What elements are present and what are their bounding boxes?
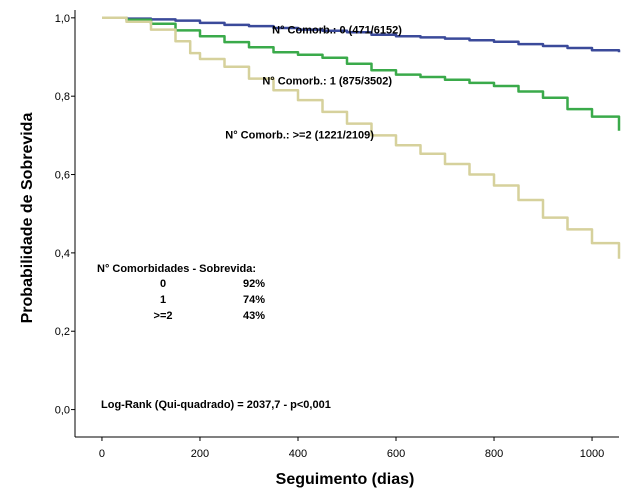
y-axis-title: Probabilidade de Sobrevida — [19, 113, 36, 324]
y-axis-ticks: 0,0 0,2 0,4 0,6 0,8 1,0 — [55, 13, 75, 417]
table-row-0-survival: 92% — [243, 278, 265, 290]
table-row-2-group: >=2 — [154, 310, 173, 322]
y-tick-label: 0,0 — [55, 405, 70, 417]
survival-curves — [102, 16, 621, 259]
series-curve-2 — [102, 16, 621, 259]
y-tick-label: 0,8 — [55, 91, 70, 103]
y-tick-label: 0,4 — [55, 248, 70, 260]
series-curve-1 — [102, 16, 621, 131]
series-curve-0 — [102, 16, 621, 53]
table-header: N° Comorbidades - Sobrevida: — [97, 263, 256, 275]
x-tick-label: 400 — [289, 448, 307, 460]
x-tick-label: 800 — [485, 448, 503, 460]
y-tick-label: 1,0 — [55, 13, 70, 25]
table-row-2-survival: 43% — [243, 310, 265, 322]
curve-label-2: N° Comorb.: >=2 (1221/2109) — [225, 129, 374, 141]
x-tick-label: 200 — [191, 448, 209, 460]
x-tick-label: 1000 — [580, 448, 604, 460]
x-tick-label: 600 — [387, 448, 405, 460]
curve-label-1: N° Comorb.: 1 (875/3502) — [262, 75, 392, 87]
table-row-1-group: 1 — [160, 294, 166, 306]
y-tick-label: 0,6 — [55, 170, 70, 182]
x-axis-title: Seguimento (dias) — [276, 471, 415, 488]
curve-label-0: N° Comorb.: 0 (471/6152) — [272, 25, 402, 37]
y-tick-label: 0,2 — [55, 326, 70, 338]
curve-labels: N° Comorb.: 0 (471/6152) N° Comorb.: 1 (8… — [225, 25, 402, 142]
log-rank-annotation: Log-Rank (Qui-quadrado) = 2037,7 - p<0,0… — [101, 399, 331, 411]
table-row-0-group: 0 — [160, 278, 166, 290]
x-axis-ticks: 0 200 400 600 800 1000 — [99, 437, 604, 460]
x-tick-label: 0 — [99, 448, 105, 460]
table-row-1-survival: 74% — [243, 294, 265, 306]
